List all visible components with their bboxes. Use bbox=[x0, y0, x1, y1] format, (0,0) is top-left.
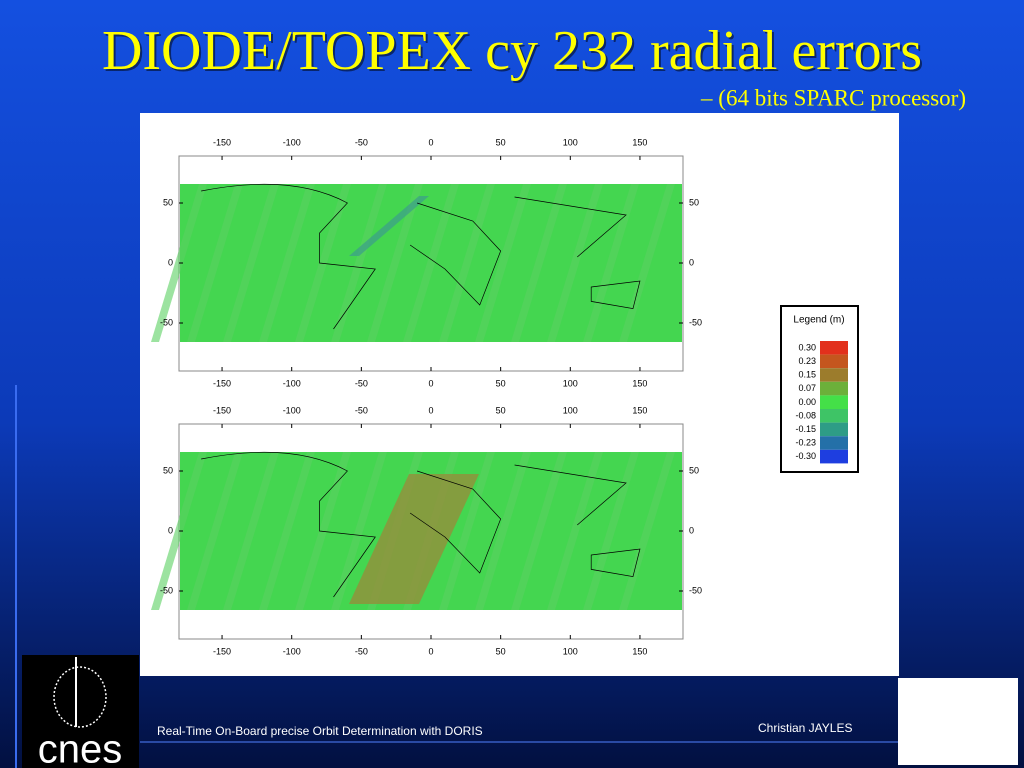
coastline bbox=[201, 451, 641, 598]
streak bbox=[259, 184, 315, 342]
streak bbox=[547, 184, 603, 342]
legend-swatch bbox=[820, 395, 848, 409]
x-tick-label: -100 bbox=[283, 137, 301, 147]
x-tick-label: 0 bbox=[428, 405, 433, 415]
legend-label: 0.30 bbox=[798, 342, 816, 352]
map: -150 -150 -100 -100 -50 -50 0 0 50 50 100 100 150 150… bbox=[151, 137, 702, 388]
x-tick-label: 100 bbox=[563, 378, 578, 388]
legend-swatch bbox=[820, 381, 848, 396]
legend-label: -0.30 bbox=[795, 451, 816, 461]
legend-label: -0.23 bbox=[795, 438, 816, 448]
y-tick-label: 0 bbox=[689, 257, 694, 267]
x-tick-label: 50 bbox=[496, 405, 506, 415]
y-tick-label: 0 bbox=[168, 525, 173, 535]
x-tick-label: -150 bbox=[213, 405, 231, 415]
x-tick-label: 0 bbox=[428, 646, 433, 656]
legend: Legend (m) 0.30 0.23 0.15 0.07 0.00 -0.08 -0.1… bbox=[780, 305, 859, 473]
map: -150 -150 -100 -100 -50 -50 0 0 50 50 100 100 150 150… bbox=[151, 405, 702, 656]
streak bbox=[475, 184, 531, 342]
streak bbox=[511, 184, 567, 342]
streak bbox=[403, 184, 459, 342]
x-tick-label: -150 bbox=[213, 137, 231, 147]
x-tick-label: -50 bbox=[355, 137, 368, 147]
footer-left: Real-Time On-Board precise Orbit Determi… bbox=[157, 724, 483, 738]
x-tick-label: 0 bbox=[428, 137, 433, 147]
x-tick-label: 0 bbox=[428, 378, 433, 388]
x-tick-label: 150 bbox=[632, 646, 647, 656]
y-tick-label: 50 bbox=[163, 197, 173, 207]
legend-swatch bbox=[820, 422, 848, 437]
streak bbox=[187, 184, 243, 342]
logo-box bbox=[22, 655, 139, 768]
legend-label: 0.15 bbox=[798, 370, 816, 380]
streak bbox=[331, 184, 387, 342]
x-tick-label: -100 bbox=[283, 378, 301, 388]
legend-swatch bbox=[820, 449, 848, 464]
streak bbox=[619, 452, 675, 610]
coastline bbox=[201, 183, 641, 330]
subtitle: – (64 bits SPARC processor) bbox=[700, 85, 966, 110]
x-tick-label: -150 bbox=[213, 378, 231, 388]
legend-label: -0.15 bbox=[795, 424, 816, 434]
streak bbox=[349, 474, 479, 604]
x-tick-label: -50 bbox=[355, 405, 368, 415]
streak bbox=[295, 452, 351, 610]
maps: -150 -150 -100 -100 -50 -50 0 0 50 50 100 100 150 150… bbox=[151, 137, 702, 656]
streak bbox=[367, 184, 423, 342]
x-tick-label: 100 bbox=[563, 646, 578, 656]
x-tick-label: -100 bbox=[283, 646, 301, 656]
streak bbox=[547, 452, 603, 610]
streak bbox=[295, 184, 351, 342]
legend-swatch bbox=[820, 436, 848, 450]
streak bbox=[223, 184, 279, 342]
streak bbox=[439, 184, 495, 342]
x-tick-label: 50 bbox=[496, 646, 506, 656]
footer-right: Christian JAYLES bbox=[758, 721, 852, 735]
y-tick-label: -50 bbox=[689, 317, 702, 327]
x-tick-label: -150 bbox=[213, 646, 231, 656]
y-tick-label: -50 bbox=[160, 585, 173, 595]
y-tick-label: 50 bbox=[689, 197, 699, 207]
title-shadow: DIODE/TOPEX cy 232 radial errors bbox=[104, 22, 924, 84]
legend-swatch bbox=[820, 409, 848, 423]
y-tick-label: -50 bbox=[160, 317, 173, 327]
x-tick-label: -50 bbox=[355, 646, 368, 656]
legend-swatch bbox=[820, 354, 848, 369]
y-tick-label: 0 bbox=[689, 525, 694, 535]
legend-label: -0.08 bbox=[795, 410, 816, 420]
streak bbox=[187, 452, 243, 610]
legend-label: 0.00 bbox=[798, 397, 816, 407]
corner-box bbox=[898, 678, 1018, 765]
streak bbox=[331, 452, 387, 610]
logo-text: cnes bbox=[38, 728, 123, 768]
streak bbox=[439, 452, 495, 610]
streak bbox=[475, 452, 531, 610]
legend-title: Legend (m) bbox=[793, 315, 844, 326]
title: DIODE/TOPEX cy 232 radial errors bbox=[102, 20, 922, 82]
x-tick-label: 150 bbox=[632, 405, 647, 415]
legend-swatch bbox=[820, 341, 848, 355]
y-tick-label: 0 bbox=[168, 257, 173, 267]
legend-label: 0.07 bbox=[798, 383, 816, 393]
streak bbox=[619, 184, 675, 342]
x-tick-label: 100 bbox=[563, 405, 578, 415]
y-tick-label: 50 bbox=[163, 465, 173, 475]
legend-label: 0.23 bbox=[798, 356, 816, 366]
x-tick-label: 150 bbox=[632, 378, 647, 388]
x-tick-label: -50 bbox=[355, 378, 368, 388]
x-tick-label: 150 bbox=[632, 137, 647, 147]
legend-swatch bbox=[820, 368, 848, 382]
x-tick-label: -100 bbox=[283, 405, 301, 415]
x-tick-label: 50 bbox=[496, 137, 506, 147]
streak bbox=[259, 452, 315, 610]
y-tick-label: -50 bbox=[689, 585, 702, 595]
streak bbox=[349, 196, 429, 256]
streak bbox=[223, 452, 279, 610]
streak bbox=[511, 452, 567, 610]
x-tick-label: 100 bbox=[563, 137, 578, 147]
x-tick-label: 50 bbox=[496, 378, 506, 388]
y-tick-label: 50 bbox=[689, 465, 699, 475]
logo-mark bbox=[53, 666, 107, 728]
